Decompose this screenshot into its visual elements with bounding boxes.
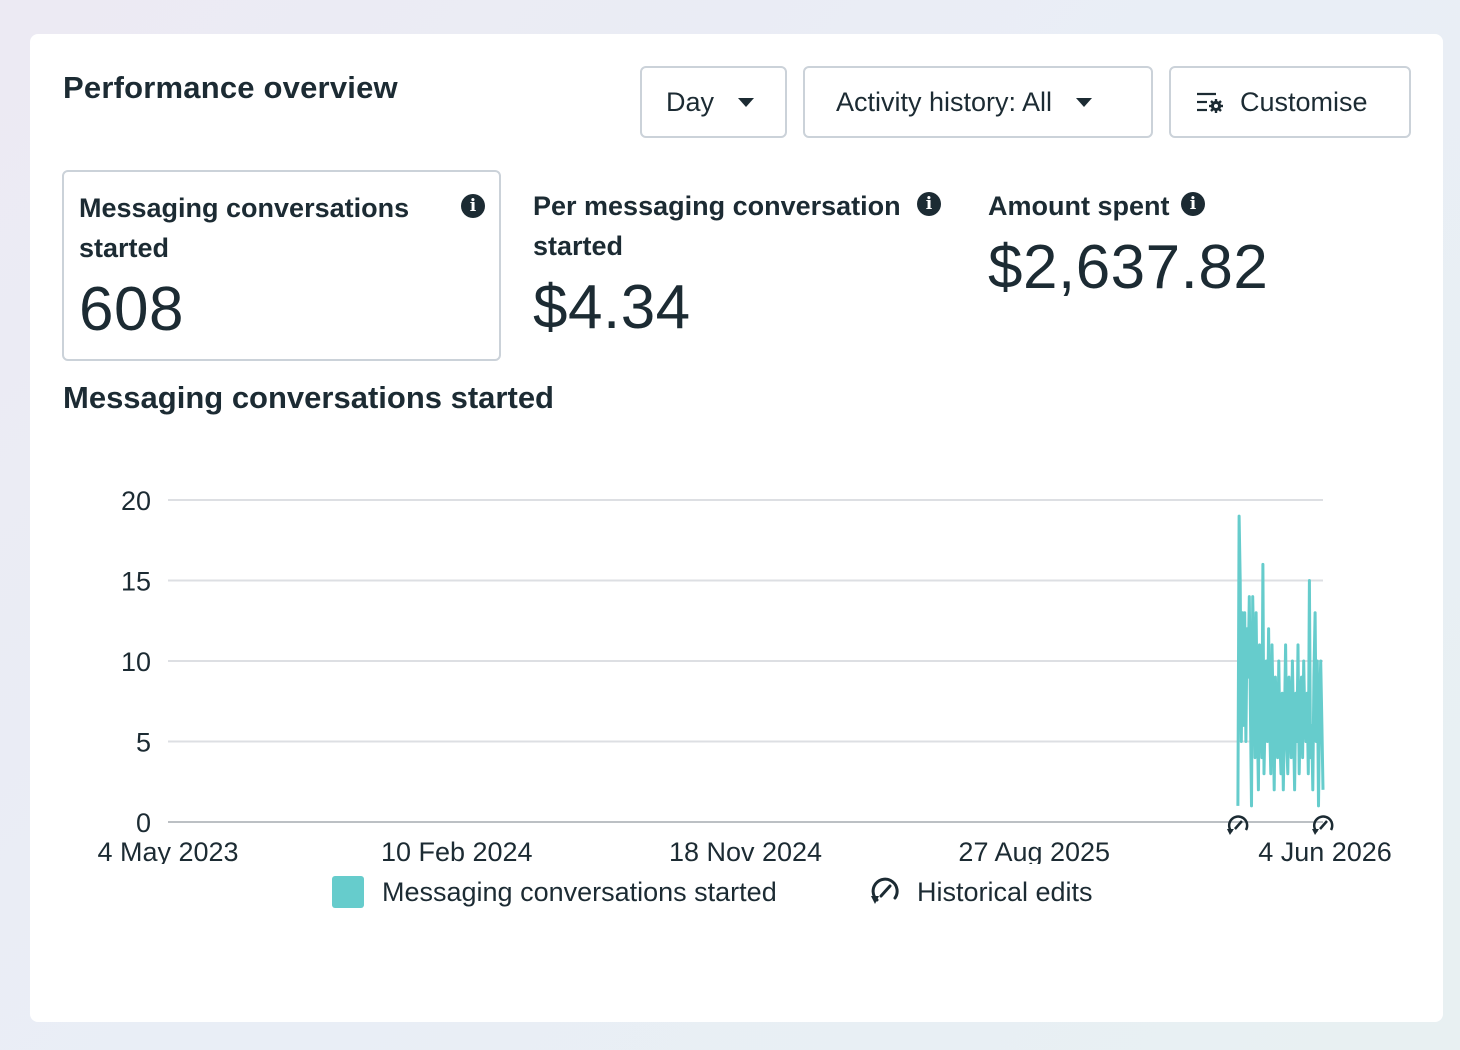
metric-label: Messaging conversations started [79, 193, 410, 263]
day-dropdown-label: Day [666, 86, 715, 117]
chart-title: Messaging conversations started [63, 380, 554, 415]
metric-card-conversations[interactable]: Messaging conversations started i 608 [62, 170, 501, 361]
legend-series-label: Messaging conversations started [382, 876, 777, 907]
activity-history-dropdown[interactable]: Activity history: All [803, 66, 1153, 138]
customise-button[interactable]: Customise [1169, 66, 1411, 138]
metric-label: Amount spent [988, 191, 1170, 221]
caret-down-icon [1076, 97, 1093, 107]
customise-label: Customise [1240, 86, 1368, 117]
day-dropdown[interactable]: Day [640, 66, 787, 138]
x-tick-label: 4 May 2023 [97, 837, 238, 864]
legend-historical-edits[interactable]: Historical edits [867, 872, 1093, 912]
metric-label: Per messaging conversation started [533, 191, 901, 261]
y-tick-label: 10 [121, 647, 151, 677]
historical-edit-icon [871, 877, 899, 904]
page-title: Performance overview [63, 70, 398, 105]
performance-overview-card: Performance overview Day Activity histor… [30, 34, 1443, 1022]
info-icon[interactable]: i [461, 194, 485, 218]
customise-icon [1197, 92, 1223, 113]
legend-swatch [332, 876, 364, 908]
y-tick-label: 15 [121, 567, 151, 597]
legend-series[interactable]: Messaging conversations started [332, 872, 777, 912]
y-tick-label: 20 [121, 486, 151, 516]
x-tick-label: 4 Jun 2026 [1258, 837, 1392, 864]
x-tick-label: 27 Aug 2025 [958, 837, 1110, 864]
series-line [1236, 514, 1325, 808]
line-chart: 0 5 10 15 20 4 May 2023 10 Feb 2024 18 Nov 2024… [97, 486, 1392, 864]
caret-down-icon [738, 97, 755, 107]
historical-edit-marker [1226, 815, 1249, 835]
activity-history-label: Activity history: All [836, 86, 1053, 117]
legend-edits-label: Historical edits [917, 876, 1093, 907]
y-tick-label: 5 [136, 728, 151, 758]
metric-card-cost-per-conversation[interactable]: Per messaging conversation started i $4.… [533, 170, 953, 361]
x-tick-label: 18 Nov 2024 [669, 837, 822, 864]
historical-edit-marker [1312, 815, 1334, 835]
info-icon[interactable]: i [1181, 192, 1205, 216]
metric-value: 608 [79, 275, 184, 344]
metric-card-amount-spent[interactable]: Amount spent i $2,637.82 [988, 170, 1408, 361]
metric-value: $2,637.82 [988, 233, 1269, 302]
info-icon[interactable]: i [917, 192, 941, 216]
metric-value: $4.34 [533, 273, 691, 342]
y-tick-label: 0 [136, 808, 151, 838]
x-tick-label: 10 Feb 2024 [381, 837, 533, 864]
